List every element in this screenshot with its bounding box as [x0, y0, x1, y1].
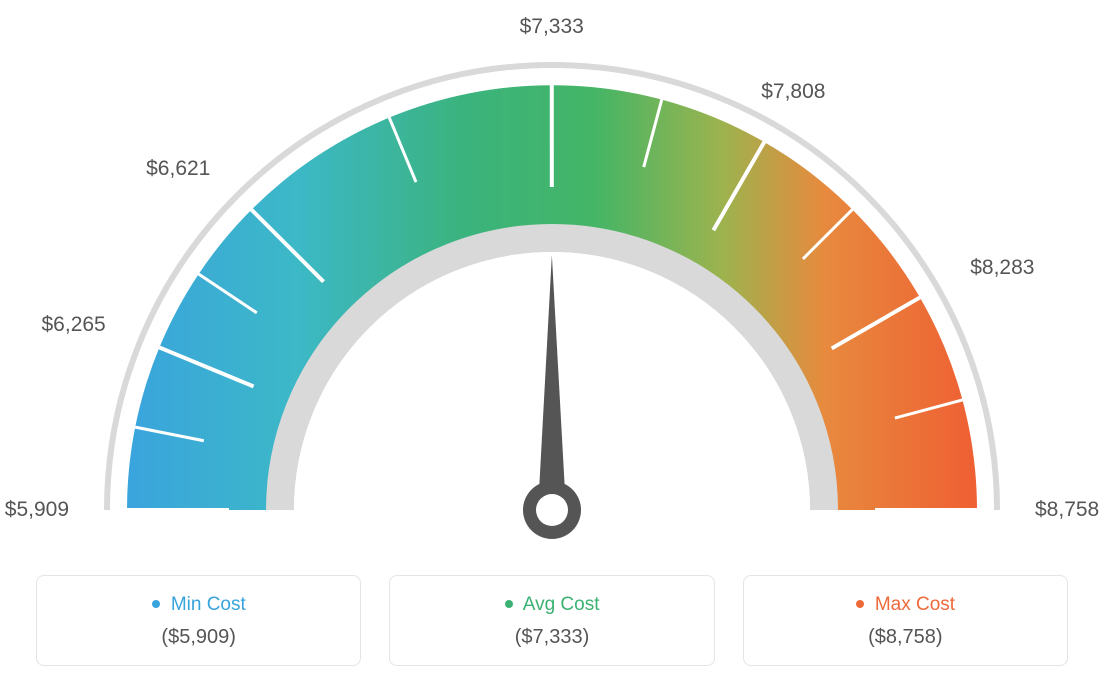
- gauge-tick-label: $8,758: [1035, 498, 1099, 522]
- gauge-chart-container: $5,909 $6,265 $6,621 $7,333 $7,808 $8,283 $8,7…: [0, 0, 1104, 690]
- avg-dot-icon: [505, 600, 513, 608]
- min-cost-label: Min Cost: [171, 594, 246, 615]
- max-cost-card: Max Cost ($8,758): [743, 575, 1068, 666]
- gauge-tick-label: $7,333: [520, 15, 584, 39]
- min-dot-icon: [152, 600, 160, 608]
- max-cost-label: Max Cost: [875, 594, 955, 615]
- min-cost-card: Min Cost ($5,909): [36, 575, 361, 666]
- avg-cost-title: Avg Cost: [410, 594, 693, 616]
- avg-cost-label: Avg Cost: [523, 594, 600, 615]
- summary-cards: Min Cost ($5,909) Avg Cost ($7,333) Max …: [36, 575, 1068, 666]
- max-cost-value: ($8,758): [764, 626, 1047, 649]
- gauge-tick-label: $8,283: [970, 256, 1034, 280]
- gauge-svg: [42, 40, 1062, 580]
- gauge-tick-label: $7,808: [761, 80, 825, 104]
- gauge-tick-label: $6,621: [146, 157, 210, 181]
- max-dot-icon: [856, 600, 864, 608]
- gauge-tick-label: $5,909: [5, 498, 69, 522]
- avg-cost-value: ($7,333): [410, 626, 693, 649]
- gauge-tick-label: $6,265: [42, 313, 106, 337]
- max-cost-title: Max Cost: [764, 594, 1047, 616]
- gauge-area: $5,909 $6,265 $6,621 $7,333 $7,808 $8,283 $8,7…: [0, 0, 1104, 560]
- avg-cost-card: Avg Cost ($7,333): [389, 575, 714, 666]
- min-cost-value: ($5,909): [57, 626, 340, 649]
- min-cost-title: Min Cost: [57, 594, 340, 616]
